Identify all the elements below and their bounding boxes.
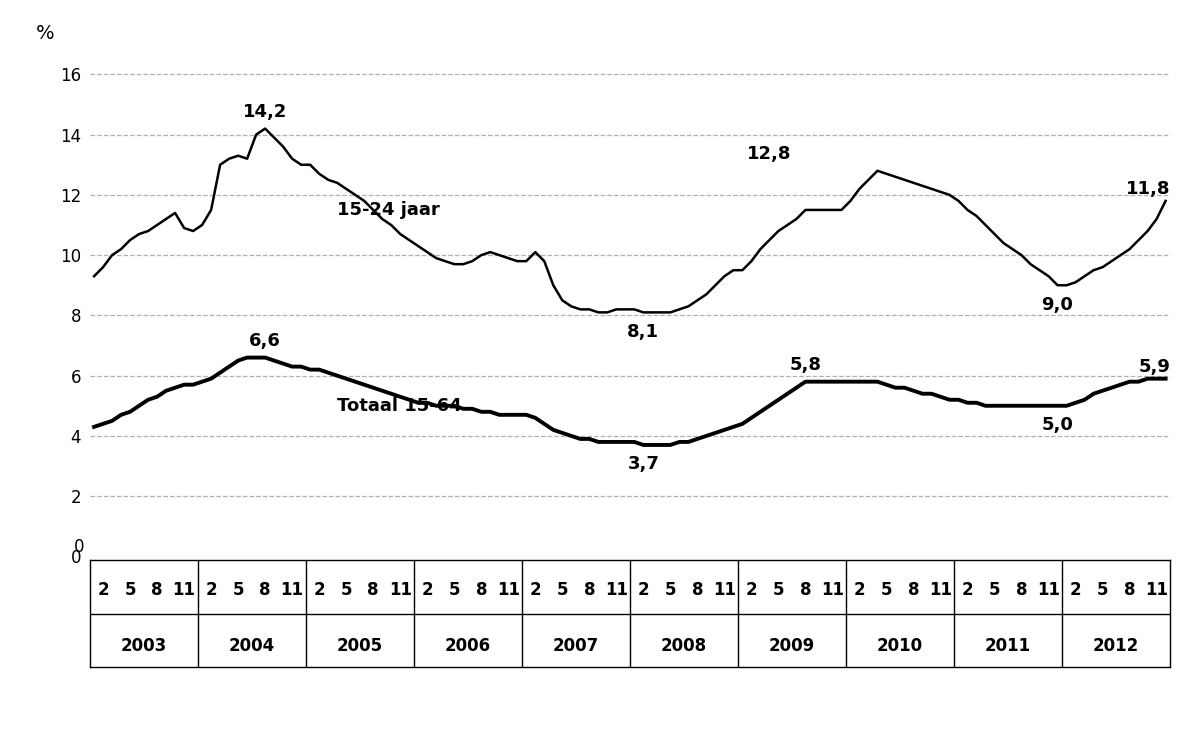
Text: 8: 8 <box>475 581 487 599</box>
Text: 2: 2 <box>961 581 973 599</box>
Text: 3,7: 3,7 <box>627 455 659 473</box>
Text: 0: 0 <box>74 539 84 556</box>
Text: 2003: 2003 <box>121 637 167 654</box>
Text: 2: 2 <box>745 581 757 599</box>
Text: 5: 5 <box>556 581 568 599</box>
Text: 11: 11 <box>821 581 844 599</box>
Text: 2005: 2005 <box>337 637 383 654</box>
Text: 8: 8 <box>1016 581 1027 599</box>
Text: 8: 8 <box>259 581 271 599</box>
Text: 8: 8 <box>691 581 703 599</box>
Text: %: % <box>36 24 54 43</box>
Text: 12,8: 12,8 <box>747 145 792 163</box>
Text: 15-24 jaar: 15-24 jaar <box>337 201 439 219</box>
Text: 5,0: 5,0 <box>1041 416 1073 434</box>
Text: 2: 2 <box>529 581 541 599</box>
Text: 2011: 2011 <box>985 637 1032 654</box>
Text: 2: 2 <box>421 581 433 599</box>
Text: 8: 8 <box>1124 581 1135 599</box>
Text: 8: 8 <box>907 581 919 599</box>
Text: 6,6: 6,6 <box>250 332 281 350</box>
Text: 2: 2 <box>638 581 650 599</box>
Text: 2: 2 <box>313 581 325 599</box>
Text: 8: 8 <box>368 581 378 599</box>
Text: 11: 11 <box>281 581 303 599</box>
Text: 2: 2 <box>854 581 866 599</box>
Text: 2006: 2006 <box>444 637 491 654</box>
Text: 11: 11 <box>389 581 412 599</box>
Text: 2: 2 <box>97 581 109 599</box>
Text: 11: 11 <box>929 581 952 599</box>
Text: 2007: 2007 <box>553 637 599 654</box>
Text: 2004: 2004 <box>228 637 275 654</box>
Text: 11: 11 <box>713 581 736 599</box>
Text: 5: 5 <box>1097 581 1108 599</box>
Text: Totaal 15-64: Totaal 15-64 <box>337 397 462 415</box>
Text: 11: 11 <box>1145 581 1168 599</box>
Text: 8,1: 8,1 <box>627 323 659 341</box>
Text: 5,9: 5,9 <box>1138 357 1170 376</box>
Text: 5,8: 5,8 <box>789 356 821 374</box>
Text: 2: 2 <box>1070 581 1082 599</box>
Text: 5: 5 <box>665 581 676 599</box>
Text: 14,2: 14,2 <box>242 103 288 121</box>
Text: 2008: 2008 <box>660 637 707 654</box>
Text: 5: 5 <box>881 581 892 599</box>
Text: 5: 5 <box>124 581 136 599</box>
Text: 11: 11 <box>1038 581 1060 599</box>
Text: 9,0: 9,0 <box>1041 296 1073 314</box>
Text: 8: 8 <box>584 581 595 599</box>
Text: 2009: 2009 <box>769 637 816 654</box>
Text: 5: 5 <box>233 581 244 599</box>
Text: 2012: 2012 <box>1093 637 1139 654</box>
Text: 11: 11 <box>605 581 628 599</box>
Text: 2010: 2010 <box>876 637 923 654</box>
Text: 5: 5 <box>773 581 784 599</box>
Text: 5: 5 <box>340 581 352 599</box>
Text: 2: 2 <box>205 581 217 599</box>
Text: 11: 11 <box>497 581 519 599</box>
Text: 5: 5 <box>449 581 460 599</box>
Text: 5: 5 <box>989 581 1001 599</box>
Text: 11: 11 <box>173 581 196 599</box>
Text: 8: 8 <box>800 581 811 599</box>
Text: 11,8: 11,8 <box>1126 180 1170 198</box>
Text: 8: 8 <box>152 581 162 599</box>
